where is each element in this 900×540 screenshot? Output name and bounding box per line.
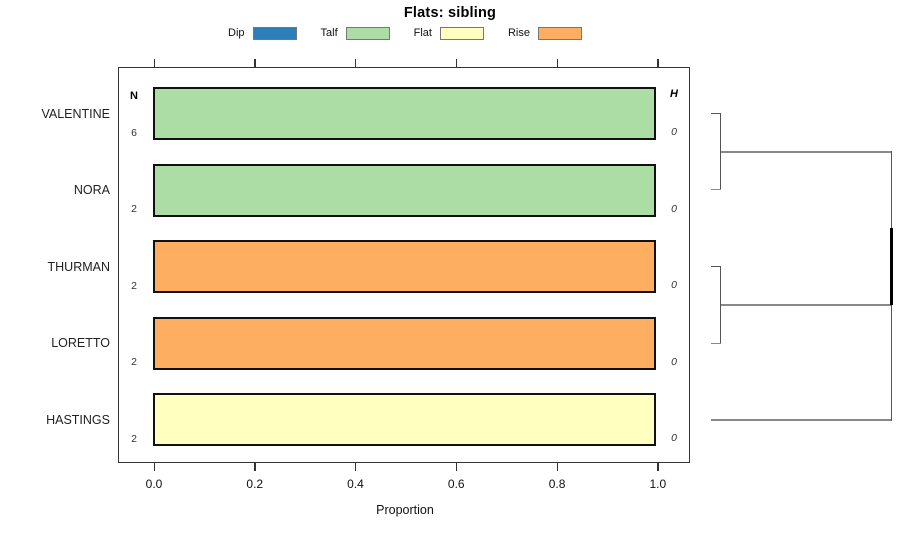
legend-item-dip: Dip: [228, 26, 297, 40]
n-value-thurman: 2: [131, 279, 137, 292]
legend-item-talf: Talf: [320, 26, 390, 40]
row-label-valentine: VALENTINE: [41, 106, 110, 121]
x-axis-tick-label: 0.0: [145, 477, 163, 491]
h-value-nora: 0: [671, 202, 677, 215]
legend-swatch-dip: [252, 26, 297, 40]
legend-item-rise: Rise: [507, 26, 582, 40]
dendrogram-link-cluster1: [720, 151, 892, 153]
plot-area: [118, 67, 690, 463]
h-value-loretto: 0: [671, 355, 677, 368]
x-axis-tick-top: [355, 59, 357, 67]
legend-swatch-rise: [538, 26, 582, 40]
bar-thurman-rise: [153, 240, 656, 293]
x-axis-title: Proportion: [376, 503, 434, 517]
h-column-header: H: [670, 88, 678, 100]
dendrogram-bracket-thurman-loretto: [719, 266, 721, 344]
dendrogram-tick-thurman: [711, 266, 721, 268]
legend-label: Flat: [413, 27, 432, 39]
bar-loretto-rise: [153, 316, 656, 370]
h-value-valentine: 0: [671, 126, 677, 138]
h-value-hastings: 0: [671, 432, 677, 444]
row-label-hastings: HASTINGS: [46, 412, 110, 427]
row-label-nora: NORA: [73, 183, 110, 197]
n-column-header: N: [130, 90, 138, 102]
legend: Dip Talf Flat Rise: [118, 25, 692, 41]
x-axis-tick-label: 0.8: [548, 477, 566, 491]
x-axis-tick-top: [455, 59, 458, 67]
legend-swatch-talf: [345, 26, 390, 40]
x-axis-tick-bottom: [556, 463, 558, 471]
x-axis-tick-label: 0.2: [246, 477, 264, 491]
bar-valentine-talf: [153, 87, 656, 140]
bar-hastings-flat: [153, 393, 656, 446]
dendrogram-link-hastings: [711, 419, 892, 421]
n-value-hastings: 2: [131, 432, 137, 445]
x-axis-tick-top: [556, 59, 558, 67]
n-value-nora: 2: [131, 203, 137, 215]
legend-label: Dip: [228, 27, 245, 39]
dendrogram-link-cluster2: [720, 304, 892, 306]
n-value-valentine: 6: [131, 126, 137, 139]
dendrogram-tick-valentine: [711, 112, 721, 114]
legend-label: Rise: [507, 27, 530, 39]
h-value-thurman: 0: [671, 279, 677, 291]
dendrogram-bracket-valentine-nora: [719, 112, 721, 190]
bar-nora-talf: [153, 163, 656, 217]
x-axis-tick-bottom: [355, 463, 357, 471]
x-axis-tick-label: 1.0: [649, 477, 667, 491]
x-axis-tick-bottom: [657, 463, 659, 471]
legend-swatch-flat: [439, 26, 484, 40]
row-label-thurman: THURMAN: [47, 259, 111, 274]
dendrogram-tick-loretto: [711, 342, 721, 344]
dendrogram-root-overlap: [889, 228, 894, 305]
row-label-loretto: LORETTO: [51, 336, 110, 350]
x-axis-tick-top: [254, 59, 256, 67]
legend-label: Talf: [320, 27, 338, 39]
x-axis-tick-label: 0.6: [447, 477, 465, 491]
x-axis-tick-bottom: [153, 463, 155, 471]
dendrogram-tick-nora: [711, 188, 721, 190]
chart-title: Flats: sibling: [403, 5, 497, 21]
x-axis-tick-label: 0.4: [347, 477, 364, 491]
x-axis-tick-top: [153, 59, 155, 67]
n-value-loretto: 2: [131, 356, 137, 368]
x-axis-tick-bottom: [455, 463, 458, 471]
x-axis-tick-bottom: [254, 463, 256, 471]
x-axis-tick-top: [657, 59, 659, 67]
legend-item-flat: Flat: [413, 26, 484, 40]
